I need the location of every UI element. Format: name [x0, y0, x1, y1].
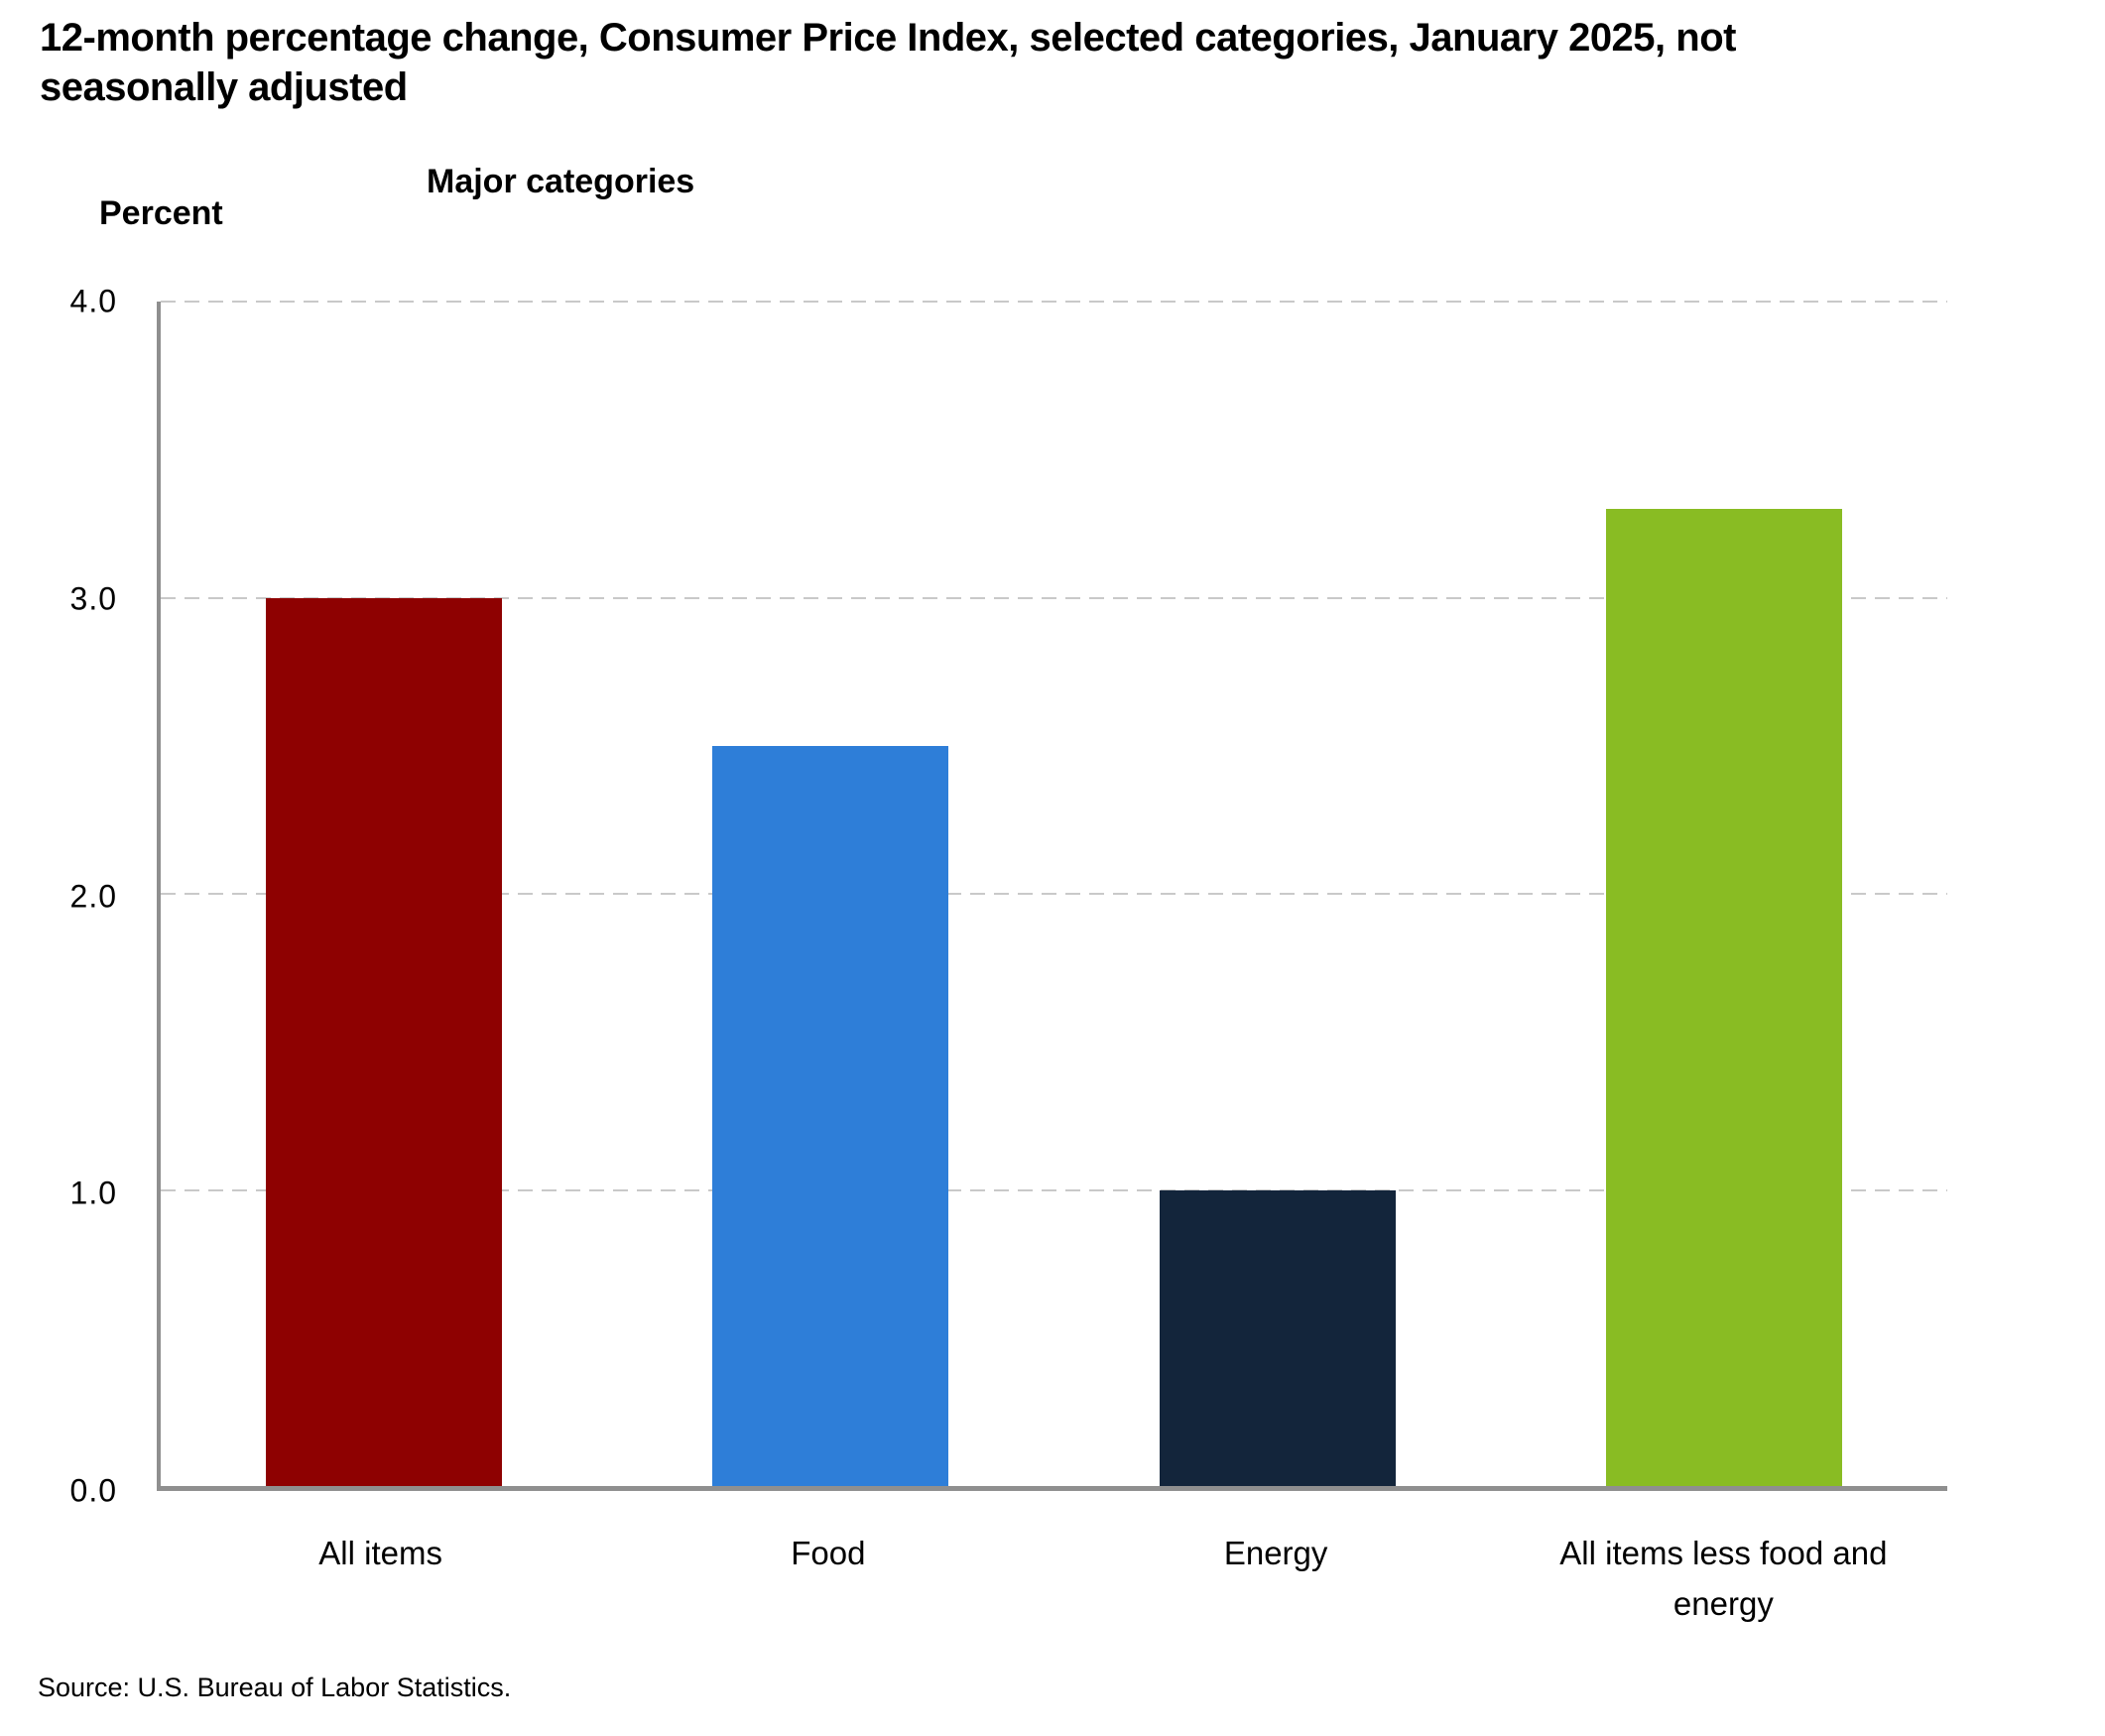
x-label-slot: All items less food and energy: [1500, 1528, 1947, 1629]
bar: [266, 597, 503, 1486]
bars-row: [161, 302, 1947, 1486]
category-label: Energy: [1223, 1535, 1328, 1571]
y-axis-tick-labels: 4.0 3.0 2.0 1.0 0.0: [0, 284, 117, 1509]
bar: [1159, 1189, 1396, 1486]
y-axis-title: Percent: [99, 194, 223, 232]
bar: [712, 745, 949, 1486]
plot-area: [157, 301, 1947, 1491]
category-label: Food: [791, 1535, 866, 1571]
y-tick-label: 3.0: [69, 580, 117, 617]
x-label-slot: Energy: [1052, 1528, 1500, 1629]
source-note: Source: U.S. Bureau of Labor Statistics.: [38, 1673, 512, 1702]
gridline: [161, 596, 1947, 599]
y-tick-label: 2.0: [69, 878, 117, 914]
y-tick-label: 4.0: [69, 283, 117, 319]
bar-slot: [607, 302, 1053, 1486]
gridline: [161, 301, 1947, 303]
gridline: [161, 893, 1947, 895]
category-label: All items less food and energy: [1559, 1535, 1888, 1623]
chart-subtitle: Major categories: [427, 163, 695, 200]
chart-title: 12-month percentage change, Consumer Pri…: [40, 16, 1736, 109]
gridline: [161, 1188, 1947, 1191]
bar-slot: [1501, 302, 1947, 1486]
y-tick-label: 1.0: [69, 1175, 117, 1211]
category-label: All items: [318, 1535, 442, 1571]
x-label-slot: Food: [604, 1528, 1052, 1629]
y-tick-label: 0.0: [69, 1472, 117, 1509]
x-label-slot: All items: [157, 1528, 604, 1629]
bar: [1605, 508, 1842, 1486]
bar-slot: [1054, 302, 1501, 1486]
bar-slot: [161, 302, 607, 1486]
x-axis-labels: All items Food Energy All items less food a…: [157, 1528, 1947, 1629]
